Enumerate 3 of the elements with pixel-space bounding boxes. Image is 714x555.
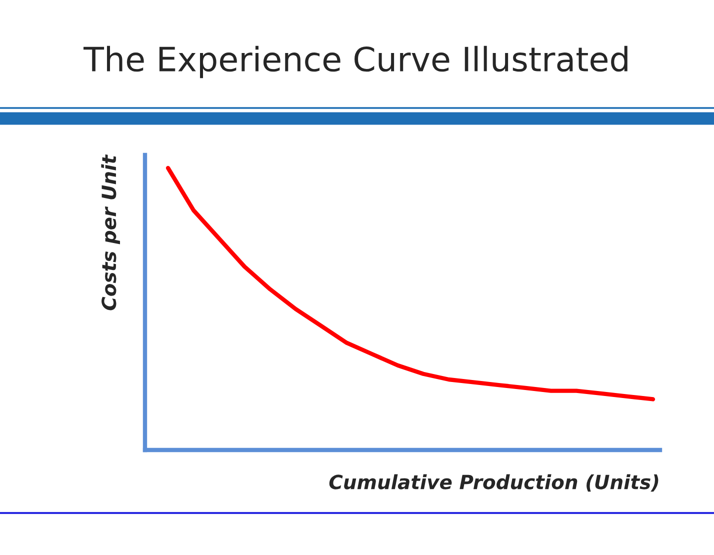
x-axis-title: Cumulative Production (Units) <box>329 474 658 492</box>
chart-title: The Experience Curve Illustrated <box>84 46 628 78</box>
y-axis-title: Costs per Unit <box>101 154 120 310</box>
